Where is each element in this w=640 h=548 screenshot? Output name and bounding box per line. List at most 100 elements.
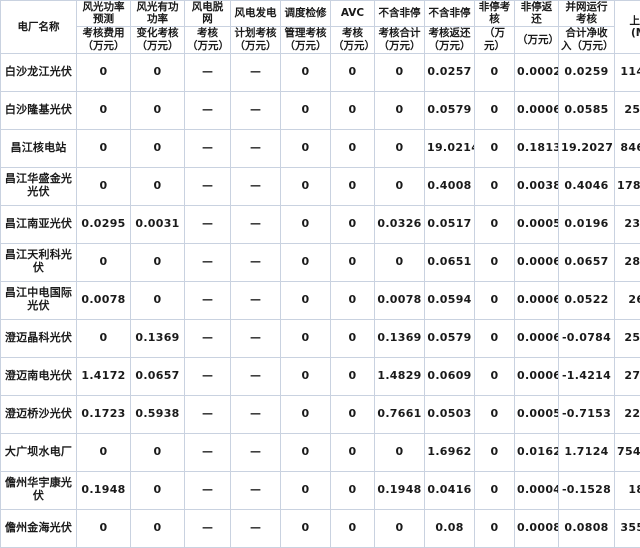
cell-value: 0.0259: [559, 53, 615, 91]
cell-value: 0: [331, 129, 375, 167]
cell-value: 0: [475, 91, 515, 129]
cell-value: 1.7124: [559, 433, 615, 471]
row-plant-name: 白沙隆基光伏: [1, 91, 77, 129]
cell-value: 0: [281, 357, 331, 395]
cell-empty: —: [231, 357, 281, 395]
cell-value: 0.0038: [515, 167, 559, 205]
cell-empty: —: [231, 509, 281, 547]
cell-value: 2302.23: [615, 205, 640, 243]
sub-header-2: 考核（万元）: [185, 26, 231, 53]
cell-empty: —: [185, 243, 231, 281]
group-header-10: 并网运行考核: [559, 1, 615, 27]
group-header-3: 风电发电: [231, 1, 281, 27]
group-header-4: 调度检修: [281, 1, 331, 27]
table-header: 电厂名称 风光功率预测 风光有功功率 风电脱网 风电发电 调度检修 AVC 不含…: [1, 1, 640, 54]
cell-value: 75460.704: [615, 433, 640, 471]
cell-value: 0: [375, 433, 425, 471]
cell-value: 0: [77, 243, 131, 281]
cell-value: 0: [331, 395, 375, 433]
cell-value: 0: [281, 319, 331, 357]
group-header-0: 风光功率预测: [77, 1, 131, 27]
cell-value: 2896.32: [615, 243, 640, 281]
group-header-5: AVC: [331, 1, 375, 27]
cell-value: 0: [331, 281, 375, 319]
cell-value: 0: [331, 357, 375, 395]
cell-empty: —: [185, 357, 231, 395]
cell-value: 0: [77, 129, 131, 167]
cell-value: 0: [475, 243, 515, 281]
cell-value: 0: [281, 243, 331, 281]
cell-value: 1.4829: [375, 357, 425, 395]
cell-value: 0: [281, 129, 331, 167]
header-plant-name: 电厂名称: [1, 1, 77, 54]
cell-value: 0: [475, 395, 515, 433]
cell-value: 0.0031: [131, 205, 185, 243]
cell-value: 2574.88: [615, 319, 640, 357]
cell-value: 0: [331, 509, 375, 547]
cell-value: 0: [375, 509, 425, 547]
cell-value: 0.0503: [425, 395, 475, 433]
cell-value: 2239.44: [615, 395, 640, 433]
cell-value: 0: [131, 509, 185, 547]
cell-value: 0: [331, 53, 375, 91]
sub-header-6: 考核合计（万元）: [375, 26, 425, 53]
cell-value: -1.4214: [559, 357, 615, 395]
cell-value: 17832.672: [615, 167, 640, 205]
cell-value: 0.0006: [515, 91, 559, 129]
cell-empty: —: [231, 471, 281, 509]
cell-empty: —: [185, 281, 231, 319]
cell-value: 0: [331, 205, 375, 243]
cell-value: 0.7661: [375, 395, 425, 433]
row-plant-name: 昌江中电国际光伏: [1, 281, 77, 319]
cell-value: 0.4008: [425, 167, 475, 205]
cell-value: 0.0196: [559, 205, 615, 243]
cell-value: -0.7153: [559, 395, 615, 433]
cell-empty: —: [231, 53, 281, 91]
row-plant-name: 昌江核电站: [1, 129, 77, 167]
cell-value: 0: [475, 433, 515, 471]
cell-empty: —: [231, 395, 281, 433]
cell-value: 19.0214: [425, 129, 475, 167]
cell-value: 0: [131, 471, 185, 509]
cell-value: 0.0517: [425, 205, 475, 243]
cell-value: 0: [281, 91, 331, 129]
group-header-9: 非停返还: [515, 1, 559, 27]
group-header-8: 非停考核: [475, 1, 515, 27]
table-row: 昌江核电站00——00019.021400.181319.2027846224.…: [1, 129, 640, 167]
cell-empty: —: [231, 243, 281, 281]
cell-value: 0.1948: [375, 471, 425, 509]
cell-value: 0.0078: [77, 281, 131, 319]
row-plant-name: 儋州华宇康光伏: [1, 471, 77, 509]
cell-value: 0.0004: [515, 471, 559, 509]
cell-value: 0: [281, 53, 331, 91]
sub-header-9: （万元）: [515, 26, 559, 53]
cell-empty: —: [185, 471, 231, 509]
cell-value: 0.0006: [515, 357, 559, 395]
cell-value: 0: [375, 53, 425, 91]
cell-value: -0.1528: [559, 471, 615, 509]
cell-value: 0: [77, 509, 131, 547]
cell-value: 0.0808: [559, 509, 615, 547]
cell-value: 0: [375, 129, 425, 167]
cell-value: 0: [131, 433, 185, 471]
cell-value: 3558.828: [615, 509, 640, 547]
cell-value: 0.0416: [425, 471, 475, 509]
row-plant-name: 澄迈南电光伏: [1, 357, 77, 395]
cell-value: 0.1813: [515, 129, 559, 167]
cell-value: 0: [331, 471, 375, 509]
cell-empty: —: [185, 205, 231, 243]
cell-empty: —: [185, 319, 231, 357]
cell-value: 0.0657: [131, 357, 185, 395]
cell-value: 0: [77, 53, 131, 91]
cell-value: 0.0078: [375, 281, 425, 319]
cell-value: 0: [475, 281, 515, 319]
cell-value: 0.1369: [131, 319, 185, 357]
cell-empty: —: [231, 129, 281, 167]
